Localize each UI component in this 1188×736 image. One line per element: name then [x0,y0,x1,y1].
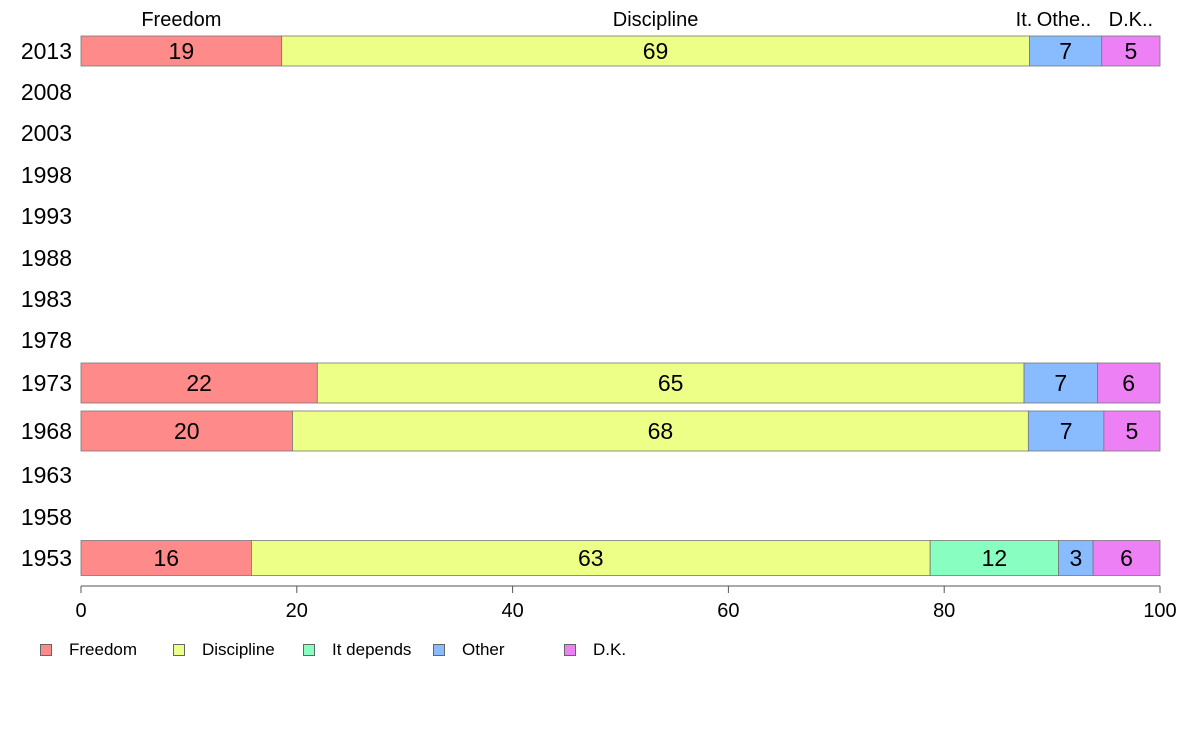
top-category-labels: Freedom Discipline It. Othe.. D.K.. [141,9,1153,31]
legend-item-dk: D.K. [564,640,626,660]
legend-swatch-dk [564,644,576,656]
data-label-1973-other: 7 [1054,370,1067,396]
x-axis: 0 20 40 60 80 100 [75,585,1177,622]
legend-item-discipline: Discipline [173,640,275,660]
data-label-2013-d-k: 5 [1124,38,1137,64]
bar-1953-discipline [251,540,931,576]
legend-label-other: Other [462,640,505,659]
data-label-2013-discipline: 69 [643,38,669,64]
bar-1968-d-k [1103,410,1161,452]
legend-swatch-other [433,644,445,656]
legend-label-it-depends: It depends [332,640,412,659]
top-label-d-k: D.K.. [1109,9,1153,31]
bar-1973-d-k [1097,362,1161,404]
y-label-1958: 1958 [21,504,72,530]
bar-1953-freedom [80,540,252,576]
bar-1973-freedom [80,362,318,404]
x-tick-label-40: 40 [501,600,523,622]
legend-item-other: Other [433,640,505,660]
data-label-1953-other: 3 [1069,545,1082,571]
y-label-1988: 1988 [21,245,72,271]
bar-2013-freedom [80,35,283,67]
top-label-othe: Othe.. [1037,9,1091,31]
top-label-discipline: Discipline [613,9,699,31]
legend-label-freedom: Freedom [69,640,138,659]
legend-swatch-discipline [173,644,185,656]
x-tick-label-60: 60 [717,600,739,622]
bar-1968-freedom [80,410,293,452]
y-label-1993: 1993 [21,203,72,229]
top-label-it: It. [1016,9,1033,31]
x-tick-label-100: 100 [1143,600,1176,622]
bar-1953-other [1058,540,1094,576]
x-tick-label-80: 80 [933,600,955,622]
bar-2013-d-k [1101,35,1161,67]
data-label-1968-d-k: 5 [1126,418,1139,444]
y-label-1953: 1953 [21,545,72,571]
top-label-freedom: Freedom [141,9,221,31]
bar-2013-discipline [281,35,1030,67]
x-tick-label-20: 20 [286,600,308,622]
data-label-1968-freedom: 20 [174,418,200,444]
data-label-1968-other: 7 [1060,418,1073,444]
data-label-1953-discipline: 63 [578,545,604,571]
x-tick-label-0: 0 [75,600,86,622]
y-label-1963: 1963 [21,462,72,488]
y-label-1998: 1998 [21,162,72,188]
bar-1973-other [1023,362,1098,404]
y-label-1968: 1968 [21,418,72,444]
legend-swatch-freedom [40,644,52,656]
y-axis-labels: 2013 2008 2003 1998 1993 1988 1983 1978 1973 1968… [21,38,72,571]
bar-1953-d-k [1092,540,1161,576]
y-label-2003: 2003 [21,120,72,146]
bar-1968-discipline [292,410,1029,452]
legend-swatch-it-depends [303,644,315,656]
data-label-1973-d-k: 6 [1122,370,1135,396]
bar-2013-other [1029,35,1103,67]
data-label-2013-other: 7 [1059,38,1072,64]
legend-label-discipline: Discipline [202,640,275,659]
data-label-2013-freedom: 19 [169,38,195,64]
bar-1973-discipline [316,362,1025,404]
data-label-1968-discipline: 68 [648,418,674,444]
y-label-2008: 2008 [21,79,72,105]
data-label-1953-d-k: 6 [1120,545,1133,571]
y-label-1983: 1983 [21,286,72,312]
y-label-1978: 1978 [21,327,72,353]
data-label-1953-it-depends: 12 [982,545,1008,571]
data-label-1973-freedom: 22 [186,370,212,396]
y-label-1973: 1973 [21,370,72,396]
legend-item-freedom: Freedom [40,640,137,660]
legend-label-dk: D.K. [593,640,627,659]
bars: 19 69 7 5 22 65 7 6 20 68 7 5 16 63 12 3 6 [80,35,1161,576]
data-label-1973-discipline: 65 [658,370,684,396]
y-label-2013: 2013 [21,38,72,64]
legend-item-it-depends: It depends [303,640,411,660]
data-label-1953-freedom: 16 [153,545,179,571]
